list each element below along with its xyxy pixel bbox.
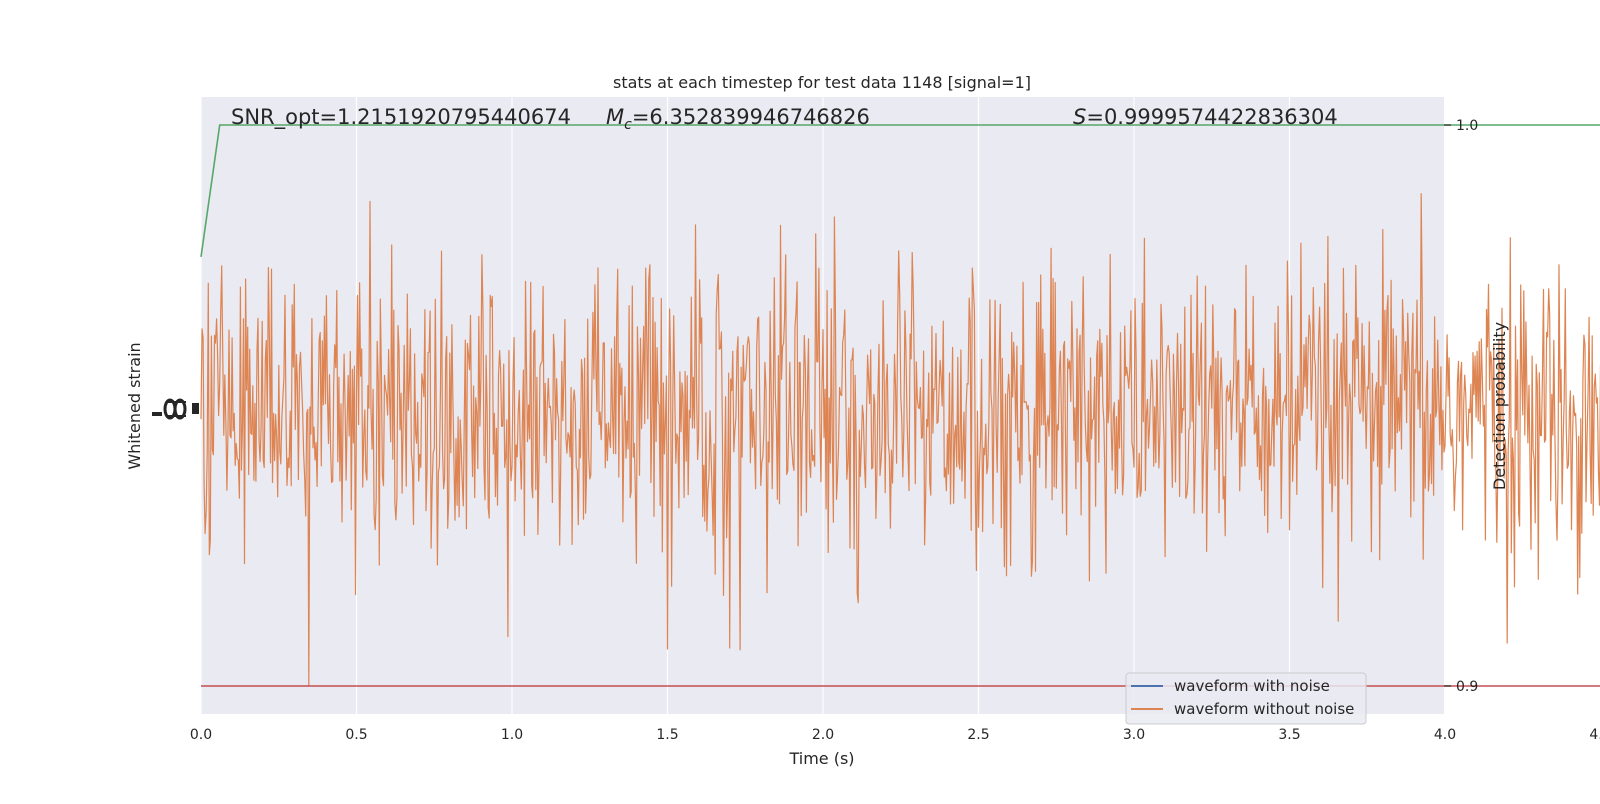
x-tick-label: 2.0 bbox=[812, 727, 834, 743]
y-axis-label-left: Whitened strain bbox=[125, 342, 144, 469]
series-waveform-without-noise bbox=[200, 193, 1600, 687]
s-value: =0.9999574422836304 bbox=[1086, 105, 1337, 129]
s-symbol: S bbox=[1073, 105, 1086, 129]
legend-label-with-noise: waveform with noise bbox=[1174, 677, 1330, 695]
series-detection-probability bbox=[200, 124, 1600, 258]
y-axis-label-right: Detection probability bbox=[1490, 322, 1509, 490]
legend-box bbox=[1125, 672, 1367, 725]
mc-subscript: c bbox=[624, 117, 632, 133]
mc-value: =6.352839946746826 bbox=[632, 105, 870, 129]
mc-symbol: M bbox=[606, 105, 624, 129]
snr-annotation: SNR_opt=1.2151920795440674 bbox=[231, 105, 571, 130]
legend-label-without-noise: waveform without noise bbox=[1174, 700, 1354, 718]
y-axis-right: 0.9 1.0 bbox=[1444, 118, 1478, 695]
mc-annotation: Mc=6.352839946746826 bbox=[606, 105, 870, 133]
y-right-tick-label: 1.0 bbox=[1456, 118, 1478, 134]
x-tick-label: 4.5 bbox=[1589, 727, 1600, 743]
x-tick-label: 2.5 bbox=[967, 727, 989, 743]
x-tick-label: 1.5 bbox=[656, 727, 678, 743]
y-right-tick-label: 0.9 bbox=[1456, 679, 1478, 695]
legend: waveform with noise waveform without noi… bbox=[1125, 672, 1367, 725]
x-axis: 0.00.51.01.52.02.53.03.54.04.55.05.56.06… bbox=[190, 727, 1600, 743]
x-axis-label: Time (s) bbox=[788, 749, 854, 768]
x-tick-label: 0.5 bbox=[345, 727, 367, 743]
s-annotation: S=0.9999574422836304 bbox=[1073, 105, 1338, 129]
chart-title: stats at each timestep for test data 114… bbox=[613, 73, 1031, 92]
x-tick-label: 4.0 bbox=[1434, 727, 1456, 743]
x-tick-label: 3.5 bbox=[1278, 727, 1300, 743]
left-tick-cluster bbox=[152, 398, 199, 420]
x-tick-label: 1.0 bbox=[501, 727, 523, 743]
x-tick-label: 0.0 bbox=[190, 727, 212, 743]
x-tick-label: 3.0 bbox=[1123, 727, 1145, 743]
series-layer bbox=[200, 124, 1600, 687]
